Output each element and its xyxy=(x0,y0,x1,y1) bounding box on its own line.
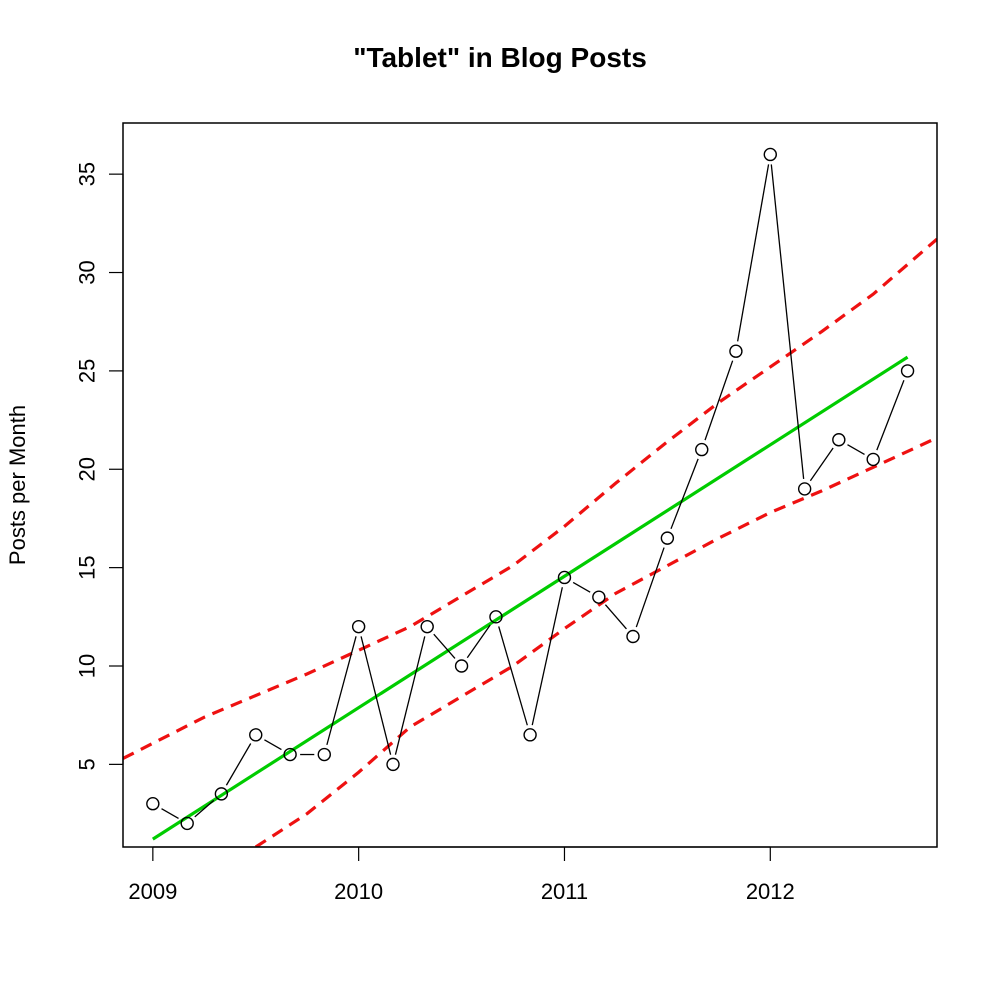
data-point xyxy=(832,433,846,447)
observed-segment xyxy=(326,636,357,746)
y-tick-label: 10 xyxy=(75,654,100,678)
x-axis: 2009 2010 2011 2012 xyxy=(128,846,795,904)
data-point xyxy=(283,747,297,762)
observed-segment xyxy=(433,633,456,659)
data-point xyxy=(420,619,434,634)
data-point xyxy=(900,364,915,378)
plot-frame xyxy=(122,122,938,848)
y-tick-label: 20 xyxy=(75,457,100,481)
observed-segment xyxy=(809,447,834,482)
data-point xyxy=(489,610,503,624)
data-point xyxy=(660,531,675,545)
observed-segment xyxy=(876,379,905,451)
observed-segment xyxy=(770,164,805,480)
data-point xyxy=(146,797,160,811)
data-point xyxy=(592,590,606,604)
data-point xyxy=(763,147,777,162)
observed-segment xyxy=(394,636,426,755)
observed-segment xyxy=(604,604,627,630)
data-point xyxy=(214,787,229,801)
x-tick-label: 2009 xyxy=(128,879,177,904)
x-tick-label: 2010 xyxy=(334,879,383,904)
y-tick-label: 25 xyxy=(75,359,100,383)
observed-segment xyxy=(572,581,591,593)
observed-segment xyxy=(161,808,179,819)
data-point xyxy=(729,344,743,358)
lower-band-line xyxy=(254,436,937,847)
confidence-bands xyxy=(123,237,937,847)
observed-segment xyxy=(635,547,665,628)
observed-segment xyxy=(194,799,215,818)
observed-segment xyxy=(264,739,282,751)
observed-segment xyxy=(498,626,528,726)
data-point xyxy=(695,442,709,457)
data-point xyxy=(866,452,880,467)
data-point xyxy=(454,659,469,673)
fit-line xyxy=(151,355,909,841)
observed-segment xyxy=(736,164,770,342)
chart-title: "Tablet" in Blog Posts xyxy=(353,42,647,73)
y-tick-label: 15 xyxy=(75,555,100,579)
trend-fit xyxy=(151,355,909,841)
observed-segment xyxy=(225,743,252,786)
data-point xyxy=(317,747,331,762)
y-tick-label: 35 xyxy=(75,162,100,186)
observed-series xyxy=(146,147,915,831)
data-point xyxy=(557,570,572,585)
observed-segment xyxy=(670,458,699,530)
observed-segment xyxy=(847,444,865,456)
observed-segment xyxy=(704,360,734,441)
data-point xyxy=(180,816,194,831)
observed-segment xyxy=(360,636,392,755)
data-point xyxy=(797,482,812,496)
data-point xyxy=(351,619,366,634)
observed-segment xyxy=(466,624,491,659)
x-tick-label: 2012 xyxy=(746,879,795,904)
data-point xyxy=(626,629,640,644)
y-axis: 5 10 15 20 25 30 35 xyxy=(74,162,124,770)
x-tick-label: 2011 xyxy=(541,879,588,904)
upper-band-line xyxy=(123,237,937,760)
y-tick-label: 30 xyxy=(75,260,100,284)
data-point xyxy=(386,757,400,772)
observed-segment xyxy=(531,587,563,726)
y-tick-label: 5 xyxy=(74,758,99,770)
data-point xyxy=(523,728,537,742)
data-point xyxy=(249,728,263,742)
